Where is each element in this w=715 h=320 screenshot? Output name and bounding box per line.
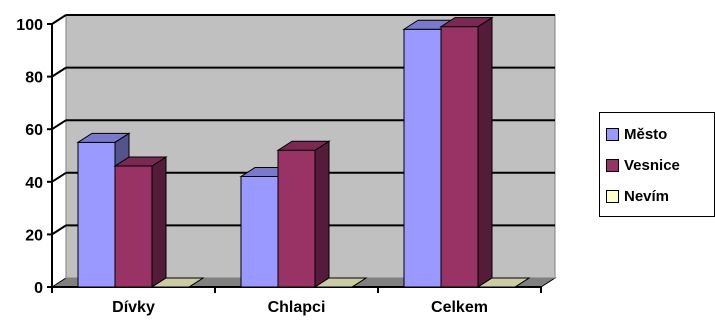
bar-front — [277, 149, 316, 288]
x-category-labels: Dívky Chlapci Celkem — [112, 299, 488, 316]
gridline-depth — [51, 66, 67, 78]
bar-top — [476, 277, 531, 288]
legend: Město Vesnice Nevím — [599, 112, 715, 217]
bar-top — [313, 277, 368, 288]
bar-top — [439, 17, 494, 28]
y-tick-label: 0 — [34, 280, 43, 297]
bar-front — [403, 28, 442, 288]
bar-front — [114, 165, 153, 288]
y-tick-label: 80 — [25, 70, 43, 87]
y-tick-label: 60 — [25, 122, 43, 139]
gridline-depth — [51, 224, 67, 236]
legend-swatch — [606, 189, 619, 203]
legend-label: Nevím — [624, 187, 670, 205]
bar-top — [276, 140, 331, 151]
gridline-depth — [51, 171, 67, 183]
y-tick-labels: 0 20 40 60 80 100 — [16, 17, 43, 297]
category-label: Chlapci — [268, 299, 326, 316]
gridline-depth — [51, 14, 67, 25]
legend-item: Město — [606, 123, 667, 145]
bars — [76, 16, 531, 288]
bar-front — [440, 26, 479, 288]
category-label: Celkem — [431, 299, 488, 316]
bar-front — [240, 176, 279, 288]
bar — [476, 277, 531, 288]
category-label: Dívky — [112, 299, 155, 316]
bar-top — [150, 277, 205, 288]
bar-side — [477, 16, 493, 288]
gridline-depth — [51, 119, 67, 131]
y-tick-label: 40 — [25, 175, 43, 192]
bar-top — [76, 132, 131, 143]
y-tick-label: 100 — [16, 17, 43, 34]
bar-side — [314, 140, 330, 288]
legend-item: Vesnice — [606, 154, 680, 176]
bar — [150, 277, 205, 288]
legend-swatch — [606, 127, 619, 141]
legend-label: Město — [624, 125, 668, 143]
bar — [313, 277, 368, 288]
y-tick-label: 20 — [25, 227, 43, 244]
bar — [276, 140, 331, 288]
bar-front — [77, 141, 116, 288]
legend-swatch — [606, 158, 619, 172]
bar — [113, 156, 168, 288]
bar-side — [151, 156, 167, 288]
bar — [439, 16, 494, 288]
legend-label: Vesnice — [624, 156, 680, 174]
bar-top — [113, 156, 168, 167]
legend-item: Nevím — [606, 185, 669, 207]
